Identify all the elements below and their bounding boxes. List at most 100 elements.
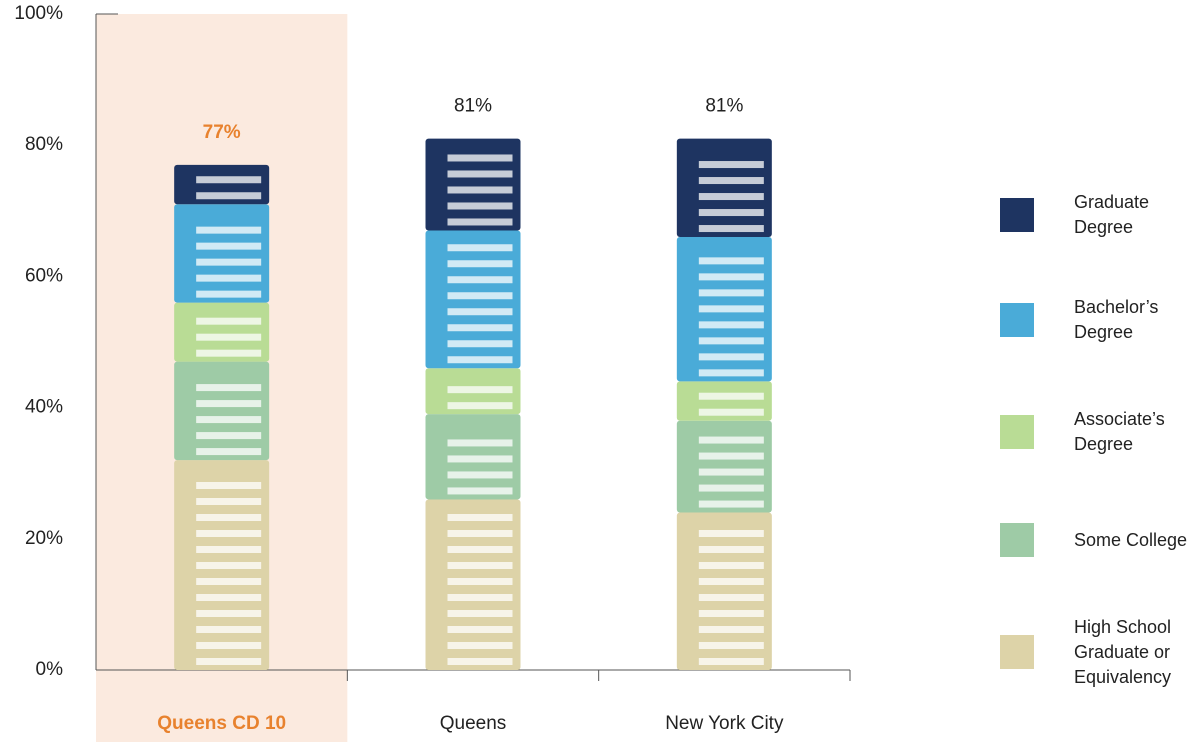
total-label: 81%: [454, 96, 492, 117]
book-pages: [447, 308, 513, 316]
book-pages: [196, 416, 262, 424]
book-pages: [698, 452, 764, 460]
book-pages: [196, 530, 262, 537]
y-tick-label: 80%: [25, 134, 63, 155]
book-pages: [447, 244, 513, 252]
legend-label: Some College: [1074, 529, 1188, 550]
bar-segment: [676, 138, 772, 238]
book-pages: [698, 546, 764, 553]
book-pages: [196, 578, 262, 585]
legend-swatch: [1000, 523, 1034, 557]
book-pages: [447, 340, 513, 348]
legend-label: Graduate Degree: [1074, 192, 1150, 237]
book-pages: [698, 209, 764, 217]
book-pages: [196, 562, 262, 569]
book-pages: [196, 626, 262, 633]
book-pages: [698, 273, 764, 281]
book-pages: [196, 242, 262, 250]
book-pages: [447, 324, 513, 332]
book-pages: [447, 356, 513, 364]
book-pages: [447, 514, 513, 521]
book-pages: [196, 482, 262, 489]
book-pages: [698, 468, 764, 476]
book-pages: [698, 530, 764, 537]
book-pages: [698, 257, 764, 265]
book-pages: [698, 353, 764, 361]
book-pages: [698, 500, 764, 508]
book-pages: [447, 202, 513, 210]
book-pages: [196, 290, 262, 298]
book-pages: [698, 578, 764, 585]
book-pages: [196, 400, 262, 408]
book-pages: [196, 317, 262, 325]
y-tick-label: 0%: [36, 659, 64, 680]
book-pages: [196, 546, 262, 553]
legend-item: Associate’s Degree: [1000, 407, 1192, 457]
legend-swatch: [1000, 635, 1034, 669]
book-pages: [698, 658, 764, 665]
book-pages: [447, 471, 513, 479]
legend-item: Bachelor’s Degree: [1000, 295, 1192, 345]
book-pages: [447, 594, 513, 601]
y-tick-label: 100%: [14, 3, 63, 24]
y-tick-label: 60%: [25, 265, 63, 286]
book-pages: [196, 384, 262, 392]
x-tick-label: Queens CD 10: [157, 713, 286, 734]
book-pages: [447, 186, 513, 194]
book-pages: [698, 369, 764, 377]
book-pages: [196, 658, 262, 665]
book-pages: [698, 562, 764, 569]
book-pages: [447, 218, 513, 226]
book-pages: [196, 349, 262, 357]
book-pages: [447, 562, 513, 569]
total-label: 77%: [203, 122, 241, 143]
book-pages: [196, 192, 262, 200]
book-pages: [447, 626, 513, 633]
book-pages: [447, 578, 513, 585]
book-pages: [196, 176, 262, 184]
book-pages: [447, 260, 513, 268]
book-pages: [196, 274, 262, 282]
book-pages: [447, 154, 513, 162]
book-pages: [698, 305, 764, 313]
bar-segment: [174, 302, 270, 362]
legend-label: Bachelor’s Degree: [1074, 297, 1159, 342]
book-pages: [698, 436, 764, 444]
book-pages: [698, 225, 764, 233]
y-tick-label: 20%: [25, 528, 63, 549]
book-pages: [698, 161, 764, 169]
book-pages: [447, 610, 513, 617]
x-tick-label: New York City: [665, 713, 784, 734]
book-pages: [447, 276, 513, 284]
book-pages: [447, 487, 513, 495]
book-pages: [196, 333, 262, 341]
book-pages: [698, 193, 764, 201]
legend: Graduate Degree Bachelor’s Degree Associat…: [1000, 0, 1200, 742]
x-tick-label: Queens: [440, 713, 507, 734]
book-pages: [196, 448, 262, 456]
book-pages: [698, 392, 764, 400]
book-pages: [698, 408, 764, 416]
book-pages: [196, 498, 262, 505]
legend-swatch: [1000, 198, 1034, 232]
book-pages: [196, 258, 262, 266]
total-label: 81%: [705, 96, 743, 117]
legend-item: Some College: [1000, 523, 1192, 557]
chart: 0% 20% 40% 60% 80% 100% Queens CD 10 77% Queens 8…: [14, 3, 851, 742]
y-tick-label: 40%: [25, 397, 63, 418]
book-pages: [447, 439, 513, 447]
book-pages: [698, 337, 764, 345]
book-pages: [447, 546, 513, 553]
book-pages: [196, 642, 262, 649]
book-pages: [698, 594, 764, 601]
legend-swatch: [1000, 303, 1034, 337]
book-pages: [447, 455, 513, 463]
book-pages: [196, 514, 262, 521]
bar-segment: [676, 420, 772, 513]
legend-item: Graduate Degree: [1000, 190, 1192, 240]
book-pages: [196, 432, 262, 440]
book-pages: [698, 642, 764, 649]
book-pages: [698, 289, 764, 297]
book-pages: [196, 594, 262, 601]
